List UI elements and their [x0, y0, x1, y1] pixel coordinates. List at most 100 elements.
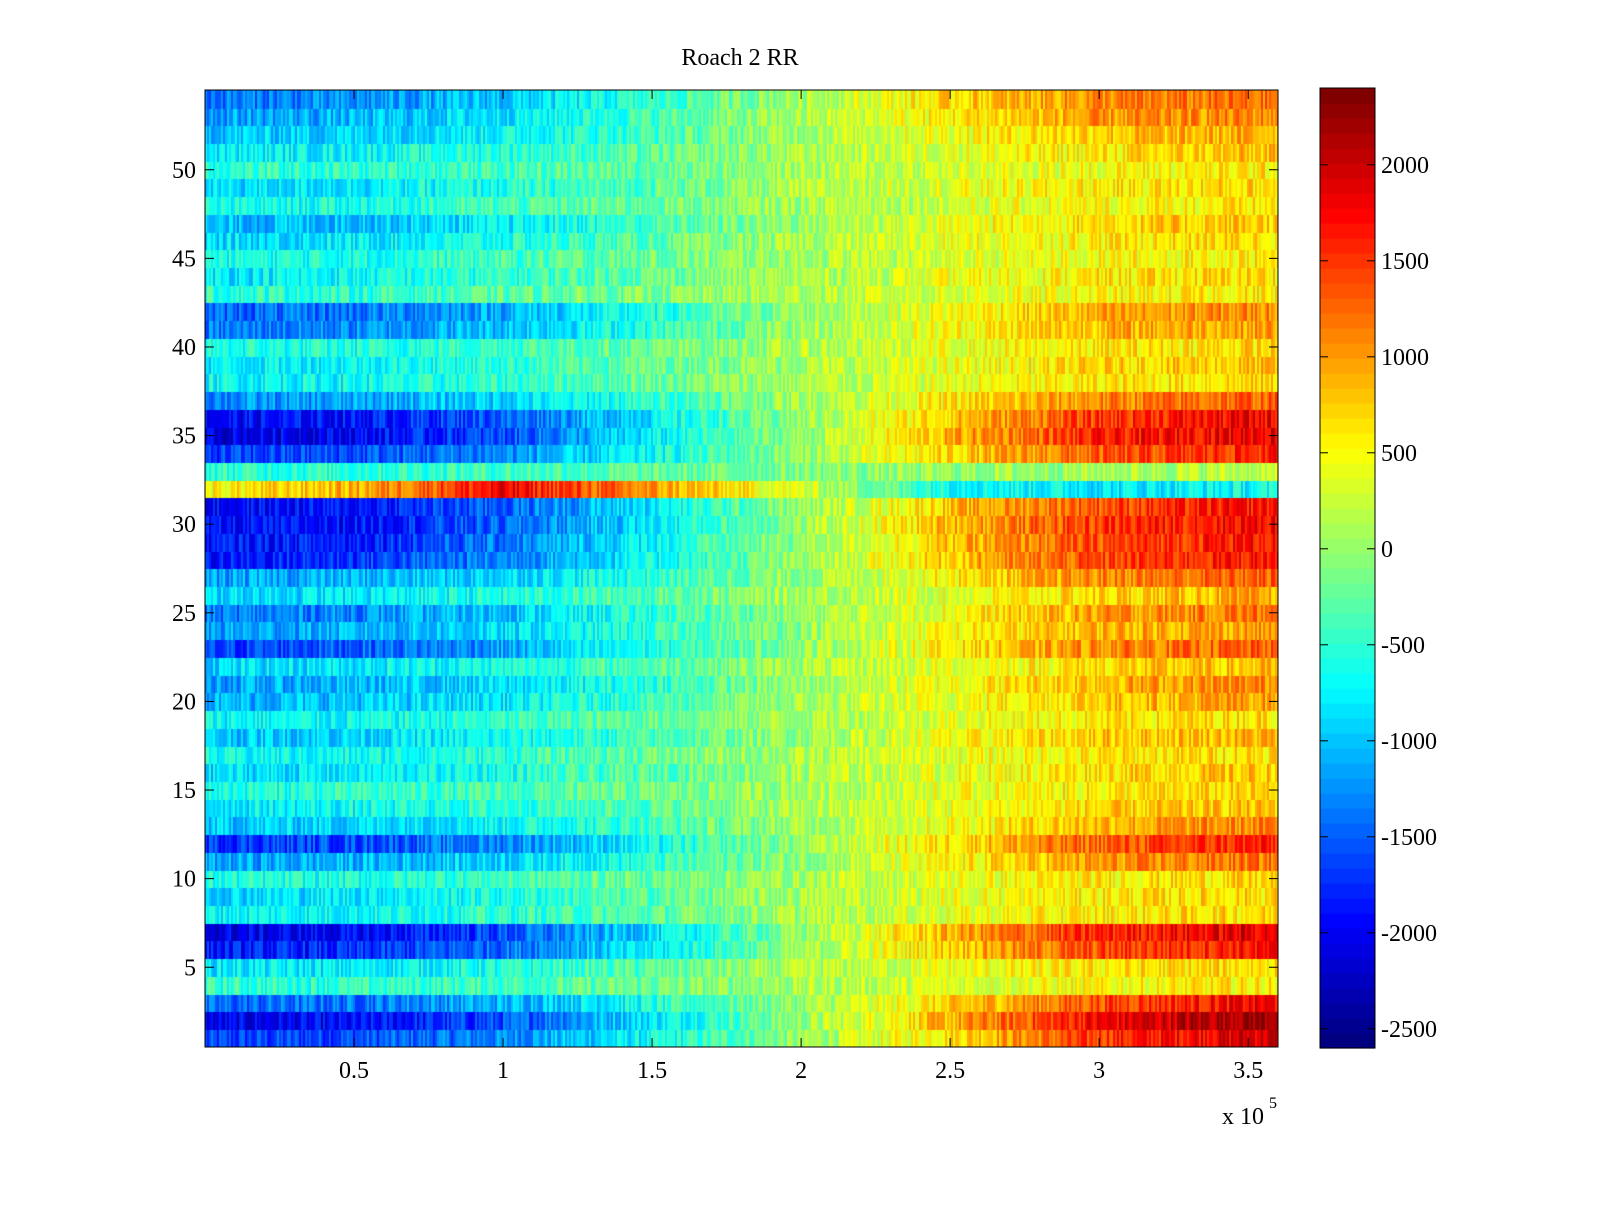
colorbar-band: [1320, 553, 1375, 569]
colorbar-frame: [1319, 87, 1376, 1049]
colorbar-band: [1320, 838, 1375, 854]
colorbar-band: [1320, 973, 1375, 989]
colorbar-band: [1320, 1003, 1375, 1019]
colorbar-band: [1320, 418, 1375, 434]
x-tick-label: 2: [795, 1058, 807, 1084]
colorbar-band: [1320, 133, 1375, 149]
colorbar-band: [1320, 688, 1375, 704]
y-tick-label: 15: [172, 778, 196, 804]
colorbar-band: [1320, 103, 1375, 119]
x-tick-label: 0.5: [339, 1058, 369, 1084]
x-axis-multiplier-label: x 10: [1222, 1104, 1264, 1130]
chart-title: Roach 2 RR: [681, 45, 798, 71]
colorbar-band: [1320, 613, 1375, 629]
x-tick-label: 1.5: [637, 1058, 667, 1084]
colorbar-band: [1320, 913, 1375, 929]
colorbar-axis: 2000 1500 1000 500 0 -500 -1000 -1500 -2000 -2500: [1320, 153, 1437, 1043]
colorbar-tick-label: -1500: [1381, 825, 1437, 851]
heatmap-cells: [205, 90, 1278, 1047]
colorbar-band: [1320, 928, 1375, 944]
x-axis: 0.5 1 1.5 2 2.5 3 3.5: [339, 90, 1263, 1084]
y-tick-label: 35: [172, 424, 196, 450]
colorbar-tick-label: 1500: [1381, 249, 1429, 275]
colorbar-band: [1320, 388, 1375, 404]
colorbar-band: [1320, 1033, 1375, 1049]
y-tick-label: 50: [172, 158, 196, 184]
y-tick-label: 45: [172, 246, 196, 272]
colorbar-band: [1320, 148, 1375, 164]
colorbar-band: [1320, 193, 1375, 209]
colorbar-band: [1320, 958, 1375, 974]
colorbar-band: [1320, 208, 1375, 224]
colorbar-band: [1320, 253, 1375, 269]
y-tick-label: 40: [172, 335, 196, 361]
colorbar-band: [1320, 568, 1375, 584]
colorbar-band: [1320, 673, 1375, 689]
colorbar-tick-label: 0: [1381, 537, 1393, 563]
colorbar-tick-label: -2500: [1381, 1017, 1437, 1043]
colorbar-band: [1320, 643, 1375, 659]
colorbar-band: [1320, 778, 1375, 794]
colorbar-band: [1320, 598, 1375, 614]
colorbar-band: [1320, 508, 1375, 524]
colorbar-band: [1320, 163, 1375, 179]
colorbar-band: [1320, 448, 1375, 464]
colorbar-band: [1320, 898, 1375, 914]
colorbar-band: [1320, 868, 1375, 884]
x-tick-label: 1: [497, 1058, 509, 1084]
x-tick-label: 2.5: [935, 1058, 965, 1084]
colorbar-band: [1320, 1018, 1375, 1034]
colorbar-band: [1320, 433, 1375, 449]
colorbar-band: [1320, 658, 1375, 674]
colorbar-band: [1320, 523, 1375, 539]
colorbar-band: [1320, 793, 1375, 809]
colorbar-band: [1320, 733, 1375, 749]
y-tick-label: 30: [172, 512, 196, 538]
colorbar-band: [1320, 988, 1375, 1004]
colorbar-band: [1320, 808, 1375, 824]
colorbar-gradient: [1320, 88, 1375, 1049]
colorbar-band: [1320, 178, 1375, 194]
x-tick-label: 3.5: [1233, 1058, 1263, 1084]
colorbar-band: [1320, 118, 1375, 134]
colorbar-band: [1320, 223, 1375, 239]
y-tick-label: 10: [172, 867, 196, 893]
colorbar-band: [1320, 88, 1375, 104]
colorbar-band: [1320, 298, 1375, 314]
colorbar-band: [1320, 403, 1375, 419]
colorbar-band: [1320, 748, 1375, 764]
colorbar-band: [1320, 268, 1375, 284]
colorbar-band: [1320, 358, 1375, 374]
colorbar-band: [1320, 718, 1375, 734]
colorbar-band: [1320, 463, 1375, 479]
colorbar-band: [1320, 853, 1375, 869]
colorbar-band: [1320, 478, 1375, 494]
colorbar-tick-label: -500: [1381, 633, 1425, 659]
y-tick-label: 5: [184, 955, 196, 981]
colorbar-band: [1320, 823, 1375, 839]
colorbar-band: [1320, 313, 1375, 329]
x-tick-label: 3: [1093, 1058, 1105, 1084]
colorbar-band: [1320, 328, 1375, 344]
y-tick-label: 25: [172, 601, 196, 627]
colorbar-band: [1320, 343, 1375, 359]
colorbar-tick-label: -1000: [1381, 729, 1437, 755]
heatmap-image: [205, 90, 1278, 1047]
colorbar-band: [1320, 763, 1375, 779]
colorbar-band: [1320, 373, 1375, 389]
y-axis: 5 10 15 20 25 30 35 40 45 50: [172, 158, 1278, 981]
colorbar-band: [1320, 538, 1375, 554]
colorbar-band: [1320, 238, 1375, 254]
colorbar-band: [1320, 493, 1375, 509]
colorbar-band: [1320, 703, 1375, 719]
colorbar-band: [1320, 583, 1375, 599]
y-tick-label: 20: [172, 689, 196, 715]
colorbar-tick-label: 500: [1381, 441, 1417, 467]
colorbar-band: [1320, 628, 1375, 644]
colorbar-tick-label: 1000: [1381, 345, 1429, 371]
plot-area-frame: [204, 89, 1279, 1048]
colorbar-band: [1320, 883, 1375, 899]
colorbar-tick-label: 2000: [1381, 153, 1429, 179]
